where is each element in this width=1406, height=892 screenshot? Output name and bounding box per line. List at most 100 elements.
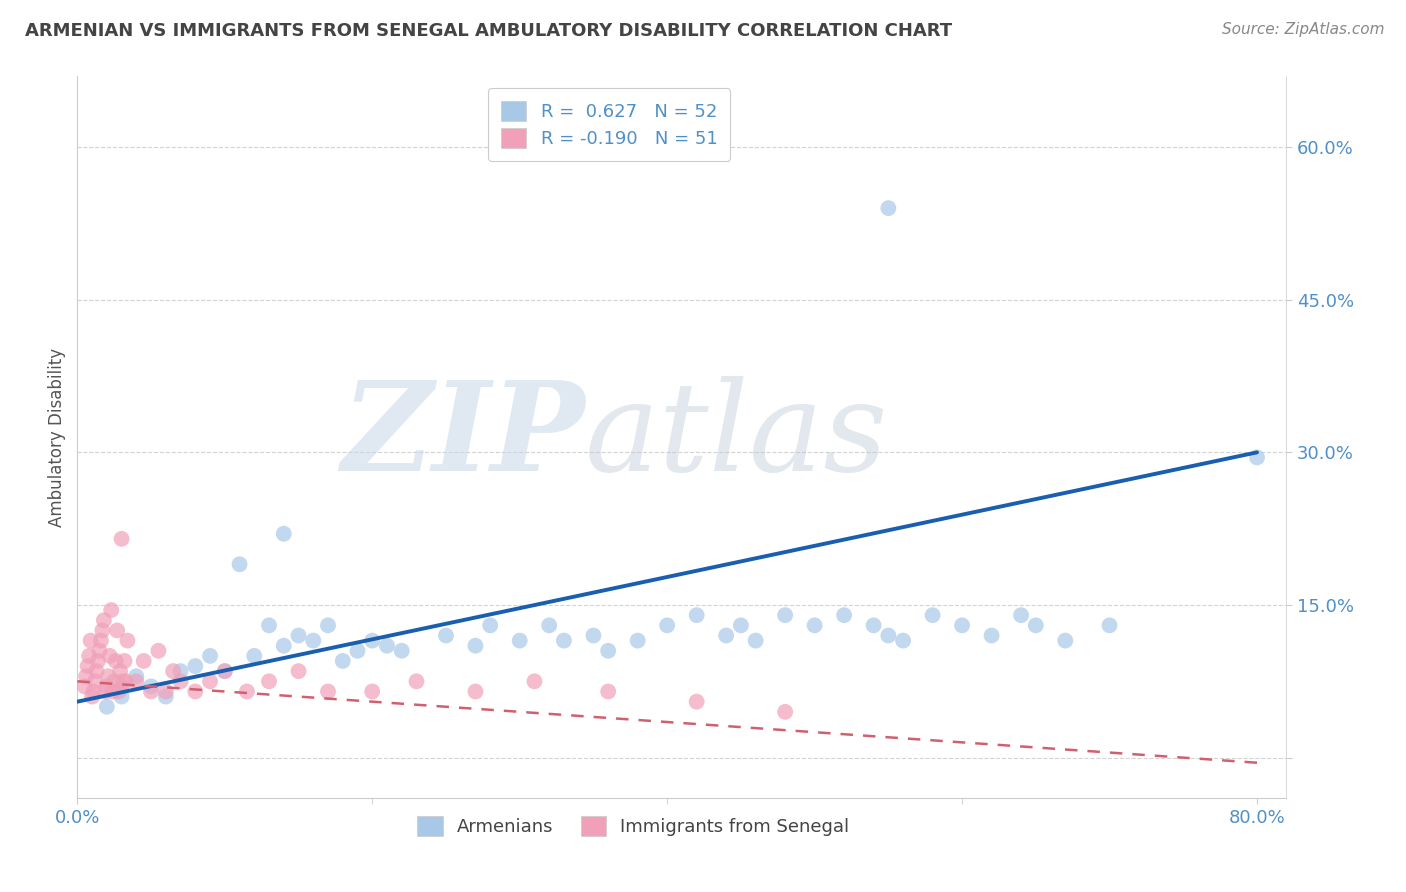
Point — [75, 669, 97, 683]
Point — [139, 680, 162, 694]
Point — [598, 684, 620, 698]
Point — [155, 684, 177, 698]
Point — [891, 633, 914, 648]
Y-axis label: Ambulatory Disability: Ambulatory Disability — [48, 348, 66, 526]
Point — [91, 624, 114, 638]
Text: ZIP: ZIP — [342, 376, 585, 498]
Point — [83, 684, 105, 698]
Point — [148, 644, 170, 658]
Point — [104, 654, 127, 668]
Point — [96, 699, 118, 714]
Point — [132, 654, 155, 668]
Point — [302, 633, 325, 648]
Point — [86, 664, 108, 678]
Point — [110, 532, 132, 546]
Point — [287, 628, 309, 642]
Point — [598, 644, 620, 658]
Point — [169, 674, 191, 689]
Point — [744, 633, 766, 648]
Point — [773, 705, 796, 719]
Point — [79, 633, 101, 648]
Point — [257, 618, 280, 632]
Point — [553, 633, 575, 648]
Point — [627, 633, 650, 648]
Point — [184, 684, 207, 698]
Point — [114, 654, 136, 668]
Point — [80, 690, 103, 704]
Point — [198, 648, 221, 663]
Point — [832, 608, 855, 623]
Point — [316, 618, 339, 632]
Point — [730, 618, 752, 632]
Point — [89, 644, 111, 658]
Point — [714, 628, 737, 642]
Point — [685, 695, 707, 709]
Point — [877, 628, 900, 642]
Point — [257, 674, 280, 689]
Point — [405, 674, 427, 689]
Point — [980, 628, 1002, 642]
Point — [94, 684, 117, 698]
Point — [103, 674, 125, 689]
Point — [773, 608, 796, 623]
Point — [375, 639, 398, 653]
Point — [112, 674, 135, 689]
Point — [316, 684, 339, 698]
Point — [87, 654, 110, 668]
Text: atlas: atlas — [585, 376, 889, 498]
Point — [169, 664, 191, 678]
Point — [1098, 618, 1121, 632]
Point — [243, 648, 266, 663]
Text: Source: ZipAtlas.com: Source: ZipAtlas.com — [1222, 22, 1385, 37]
Point — [1246, 450, 1268, 465]
Point — [464, 639, 486, 653]
Point — [184, 659, 207, 673]
Point — [287, 664, 309, 678]
Legend: Armenians, Immigrants from Senegal: Armenians, Immigrants from Senegal — [411, 809, 856, 844]
Point — [803, 618, 825, 632]
Point — [950, 618, 973, 632]
Point — [1054, 633, 1077, 648]
Point — [125, 674, 148, 689]
Point — [862, 618, 884, 632]
Point — [582, 628, 605, 642]
Point — [110, 680, 132, 694]
Point — [90, 633, 112, 648]
Point — [361, 684, 384, 698]
Point — [346, 644, 368, 658]
Point — [228, 558, 250, 572]
Point — [97, 669, 120, 683]
Point — [538, 618, 561, 632]
Point — [214, 664, 236, 678]
Point — [877, 201, 900, 215]
Point — [434, 628, 457, 642]
Point — [273, 639, 295, 653]
Point — [107, 684, 129, 698]
Point — [1010, 608, 1032, 623]
Point — [921, 608, 943, 623]
Point — [332, 654, 354, 668]
Point — [162, 664, 184, 678]
Point — [214, 664, 236, 678]
Point — [361, 633, 384, 648]
Point — [155, 690, 177, 704]
Point — [96, 680, 118, 694]
Point — [100, 603, 122, 617]
Point — [117, 633, 139, 648]
Point — [198, 674, 221, 689]
Point — [464, 684, 486, 698]
Point — [98, 648, 121, 663]
Point — [115, 674, 138, 689]
Point — [110, 690, 132, 704]
Point — [479, 618, 502, 632]
Point — [77, 648, 100, 663]
Point — [523, 674, 546, 689]
Point — [273, 526, 295, 541]
Point — [84, 674, 107, 689]
Point — [685, 608, 707, 623]
Point — [76, 659, 98, 673]
Text: ARMENIAN VS IMMIGRANTS FROM SENEGAL AMBULATORY DISABILITY CORRELATION CHART: ARMENIAN VS IMMIGRANTS FROM SENEGAL AMBU… — [25, 22, 952, 40]
Point — [108, 664, 131, 678]
Point — [139, 684, 162, 698]
Point — [657, 618, 679, 632]
